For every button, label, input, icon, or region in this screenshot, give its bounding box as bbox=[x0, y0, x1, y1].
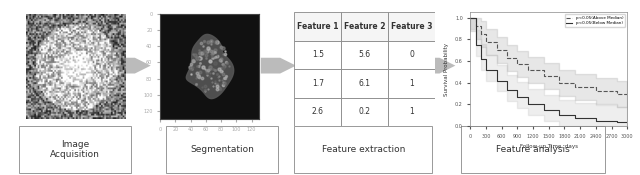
Y-axis label: Survival Probability: Survival Probability bbox=[444, 43, 449, 96]
Bar bbox=[294, 12, 341, 41]
FancyBboxPatch shape bbox=[294, 126, 432, 173]
Text: Feature 1: Feature 1 bbox=[297, 22, 339, 31]
Polygon shape bbox=[186, 34, 234, 99]
Text: Segmentation: Segmentation bbox=[191, 145, 254, 154]
Text: 1.5: 1.5 bbox=[312, 50, 324, 59]
Legend: p<0.05(Above Median), p<0.05(Below Median): p<0.05(Above Median), p<0.05(Below Media… bbox=[564, 14, 625, 27]
FancyArrow shape bbox=[420, 58, 456, 74]
Text: 1: 1 bbox=[410, 107, 414, 116]
Text: 1.7: 1.7 bbox=[312, 79, 324, 88]
Bar bbox=[388, 41, 435, 69]
Text: 0: 0 bbox=[410, 50, 414, 59]
Bar bbox=[388, 69, 435, 98]
Text: Feature extraction: Feature extraction bbox=[321, 145, 405, 154]
Text: 5.6: 5.6 bbox=[359, 50, 371, 59]
Text: 1: 1 bbox=[410, 79, 414, 88]
Bar bbox=[388, 98, 435, 126]
FancyArrow shape bbox=[115, 58, 151, 74]
Bar bbox=[294, 41, 341, 69]
Text: Image
Acquisition: Image Acquisition bbox=[51, 140, 100, 159]
Text: 0.2: 0.2 bbox=[359, 107, 371, 116]
Bar bbox=[341, 41, 388, 69]
Bar bbox=[294, 69, 341, 98]
Bar bbox=[388, 12, 435, 41]
Bar bbox=[341, 12, 388, 41]
Text: 2.6: 2.6 bbox=[312, 107, 324, 116]
X-axis label: Follow-up Time, days: Follow-up Time, days bbox=[520, 144, 578, 149]
FancyBboxPatch shape bbox=[461, 126, 605, 173]
Bar bbox=[341, 69, 388, 98]
Bar bbox=[341, 98, 388, 126]
Text: Feature analysis: Feature analysis bbox=[496, 145, 570, 154]
FancyBboxPatch shape bbox=[19, 126, 131, 173]
Text: 6.1: 6.1 bbox=[359, 79, 371, 88]
Bar bbox=[294, 98, 341, 126]
FancyBboxPatch shape bbox=[166, 126, 278, 173]
Text: Feature 3: Feature 3 bbox=[391, 22, 433, 31]
Text: Feature 2: Feature 2 bbox=[344, 22, 385, 31]
FancyArrow shape bbox=[261, 58, 296, 74]
